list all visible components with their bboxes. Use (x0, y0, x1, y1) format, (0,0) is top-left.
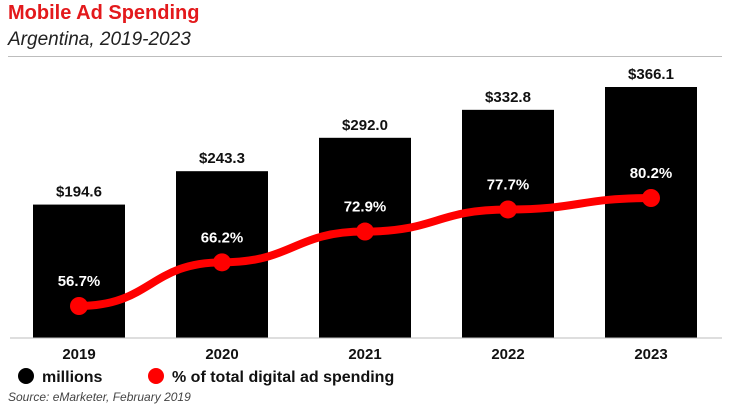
title-divider (8, 56, 722, 57)
percent-label-2019: 56.7% (58, 273, 101, 290)
chart-title: Mobile Ad Spending (8, 2, 200, 24)
bar-value-label-2019: $194.6 (56, 184, 102, 201)
percent-label-2021: 72.9% (344, 199, 387, 216)
legend-label-millions: millions (42, 369, 103, 386)
legend-label-percent: % of total digital ad spending (172, 369, 394, 386)
line-layer: 56.7% 66.2% 72.9% 77.7% 80.2% (58, 165, 673, 315)
x-tick-2023: 2023 (634, 346, 667, 363)
legend-marker-millions (18, 368, 34, 384)
percent-point-2021 (356, 222, 374, 241)
percent-label-2022: 77.7% (487, 176, 530, 193)
percent-point-2022 (499, 200, 517, 219)
percent-point-2020 (213, 253, 231, 272)
bar-2023 (605, 87, 697, 338)
percent-label-2020: 66.2% (201, 229, 244, 246)
source-note: Source: eMarketer, February 2019 (8, 390, 191, 404)
x-tick-2022: 2022 (491, 346, 524, 363)
x-tick-2020: 2020 (205, 346, 238, 363)
bar-labels-layer: $194.6 $243.3 $292.0 $332.8 $366.1 (56, 66, 674, 201)
legend-marker-percent (148, 368, 164, 384)
percent-label-2023: 80.2% (630, 165, 673, 182)
percent-point-2023 (642, 189, 660, 207)
chart-subtitle: Argentina, 2019-2023 (8, 29, 191, 50)
bar-value-label-2023: $366.1 (628, 66, 674, 83)
bar-2019 (33, 204, 125, 338)
bar-value-label-2021: $292.0 (342, 117, 388, 134)
x-tick-labels: 2019 2020 2021 2022 2023 (62, 346, 667, 363)
x-tick-2019: 2019 (62, 346, 95, 363)
bar-value-label-2020: $243.3 (199, 150, 245, 167)
bar-2022 (462, 109, 554, 338)
legend: millions % of total digital ad spending (18, 368, 394, 386)
percent-point-2019 (70, 297, 88, 315)
bar-value-label-2022: $332.8 (485, 89, 531, 106)
x-tick-2021: 2021 (348, 346, 381, 363)
